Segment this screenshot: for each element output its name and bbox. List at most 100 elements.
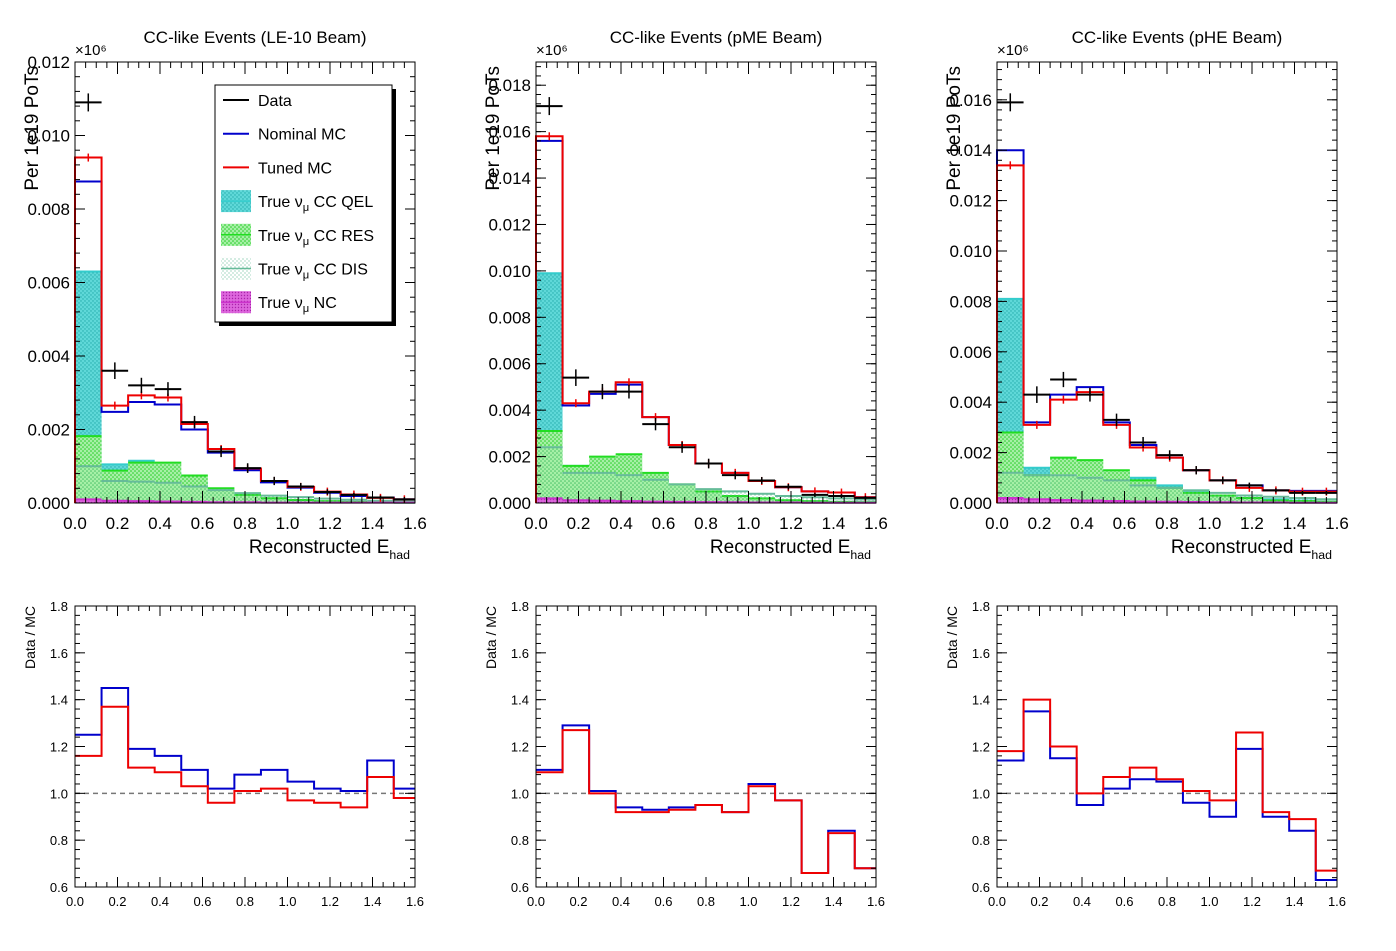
y-tick-label: 0.008 <box>949 292 992 311</box>
dis-bar <box>101 480 129 503</box>
x-tick-label: 0.4 <box>1070 514 1094 533</box>
ratio-x-tick-label: 1.6 <box>1328 894 1346 909</box>
ratio-y-tick-label: 0.8 <box>511 833 529 848</box>
y-tick-label: 0.018 <box>488 76 531 95</box>
ratio-x-tick-label: 1.0 <box>1200 894 1218 909</box>
ratio-y-tick-label: 1.8 <box>972 599 990 614</box>
dis-bar <box>668 484 696 503</box>
legend-label: Tuned MC <box>258 160 332 177</box>
dis-bar <box>748 493 776 503</box>
x-tick-label: 1.4 <box>361 514 385 533</box>
main-plot: 0.000 0.002 0.004 0.006 0.008 0.010 0.012 0.014… <box>944 28 1349 562</box>
dis-bar <box>234 493 261 503</box>
dis-bar <box>828 498 855 503</box>
y-axis-label: Per 1e19 PoTs <box>22 66 43 191</box>
dis-bar <box>1156 487 1183 503</box>
ratio-x-tick-label: 1.6 <box>867 894 885 909</box>
dis-bar <box>1103 480 1130 503</box>
ratio-x-tick-label: 0.2 <box>108 894 126 909</box>
y-tick-label: 0.006 <box>949 343 992 362</box>
legend-label: True νμ CC DIS <box>258 262 368 282</box>
dis-bar <box>287 497 315 503</box>
ratio-y-tick-label: 1.0 <box>50 786 68 801</box>
dis-bar <box>642 479 669 503</box>
x-axis-label: Reconstructed Ehad <box>710 537 871 562</box>
ratio-x-tick-label: 0.0 <box>527 894 545 909</box>
nc-bar <box>536 498 563 503</box>
ratio-y-tick-label: 0.8 <box>972 833 990 848</box>
y-tick-label: 0.010 <box>27 127 70 146</box>
ratio-y-tick-label: 1.0 <box>511 786 529 801</box>
y-tick-label: 0.012 <box>488 215 531 234</box>
ratio-x-tick-label: 0.8 <box>697 894 715 909</box>
ratio-area <box>997 606 1337 887</box>
ratio-y-tick-label: 1.2 <box>50 740 68 755</box>
ratio-x-tick-label: 0.6 <box>654 894 672 909</box>
ratio-y-tick-label: 1.4 <box>972 693 990 708</box>
ratio-area <box>536 606 876 887</box>
dis-bar <box>695 489 722 503</box>
ratio-y-tick-label: 0.6 <box>972 880 990 895</box>
ratio-x-tick-label: 0.0 <box>66 894 84 909</box>
x-tick-label: 0.6 <box>191 514 215 533</box>
dis-bar <box>1182 490 1210 503</box>
x-tick-label: 1.4 <box>822 514 846 533</box>
nc-bar <box>101 500 129 503</box>
ratio-y-tick-label: 1.8 <box>50 599 68 614</box>
ratio-x-tick-label: 0.2 <box>569 894 587 909</box>
y-axis-label: Per 1e19 PoTs <box>483 66 504 191</box>
y-tick-label: 0.002 <box>27 421 70 440</box>
x-tick-label: 1.6 <box>1325 514 1349 533</box>
ratio-y-tick-label: 0.6 <box>511 880 529 895</box>
ratio-x-tick-label: 1.6 <box>406 894 424 909</box>
y-tick-label: 0.014 <box>488 169 531 188</box>
y-tick-label: 0.010 <box>488 262 531 281</box>
x-tick-label: 0.8 <box>1155 514 1179 533</box>
ratio-y-tick-label: 1.2 <box>972 740 990 755</box>
chart-title: CC-like Events (pHE Beam) <box>1072 28 1283 47</box>
dis-bar <box>1209 492 1237 503</box>
x-tick-label: 1.2 <box>779 514 803 533</box>
ratio-x-tick-label: 1.2 <box>1243 894 1261 909</box>
plot-area <box>536 62 876 503</box>
legend-label: True νμ NC <box>258 295 337 315</box>
x-tick-label: 0.6 <box>652 514 676 533</box>
x-tick-label: 0.2 <box>106 514 130 533</box>
y-tick-label: 0.010 <box>949 242 992 261</box>
dis-bar <box>260 495 288 503</box>
panel-3: 0.000 0.002 0.004 0.006 0.008 0.010 0.012 0.014… <box>944 28 1349 909</box>
legend: Data Nominal MC Tuned MC True νμ CC QEL True… <box>214 84 396 326</box>
dis-bar <box>615 475 643 503</box>
chart-title: CC-like Events (LE-10 Beam) <box>144 28 367 47</box>
nc-bar <box>562 500 590 503</box>
x-tick-label: 0.4 <box>609 514 633 533</box>
ratio-x-tick-label: 1.4 <box>824 894 842 909</box>
ratio-y-tick-label: 1.8 <box>511 599 529 614</box>
dis-bar <box>562 472 590 503</box>
x-tick-label: 0.0 <box>524 514 548 533</box>
y-tick-label: 0.012 <box>27 53 70 72</box>
ratio-y-tick-label: 1.4 <box>50 693 68 708</box>
x-tick-label: 1.0 <box>737 514 761 533</box>
y-tick-label: 0.016 <box>949 91 992 110</box>
nc-bar <box>75 499 102 503</box>
main-plot: 0.000 0.002 0.004 0.006 0.008 0.010 0.012 0.014… <box>483 28 888 562</box>
x-tick-label: 0.2 <box>1028 514 1052 533</box>
x-tick-label: 0.8 <box>694 514 718 533</box>
ratio-x-tick-label: 1.2 <box>782 894 800 909</box>
nc-bar <box>1103 500 1130 503</box>
x-tick-label: 0.4 <box>148 514 172 533</box>
x-tick-label: 1.4 <box>1283 514 1307 533</box>
dis-bar <box>1262 496 1290 503</box>
ratio-nominal-line <box>997 710 1337 881</box>
y-tick-label: 0.008 <box>27 200 70 219</box>
ratio-x-tick-label: 0.0 <box>988 894 1006 909</box>
dis-bar <box>128 481 155 503</box>
legend-symbol-nc <box>221 291 251 314</box>
dis-bar <box>1129 485 1157 503</box>
ratio-x-tick-label: 0.4 <box>612 894 630 909</box>
main-plot: 0.000 0.002 0.004 0.006 0.008 0.010 0.012 0.0 0.… <box>22 28 427 562</box>
ratio-x-tick-label: 1.0 <box>739 894 757 909</box>
legend-label: True νμ CC RES <box>258 228 374 248</box>
